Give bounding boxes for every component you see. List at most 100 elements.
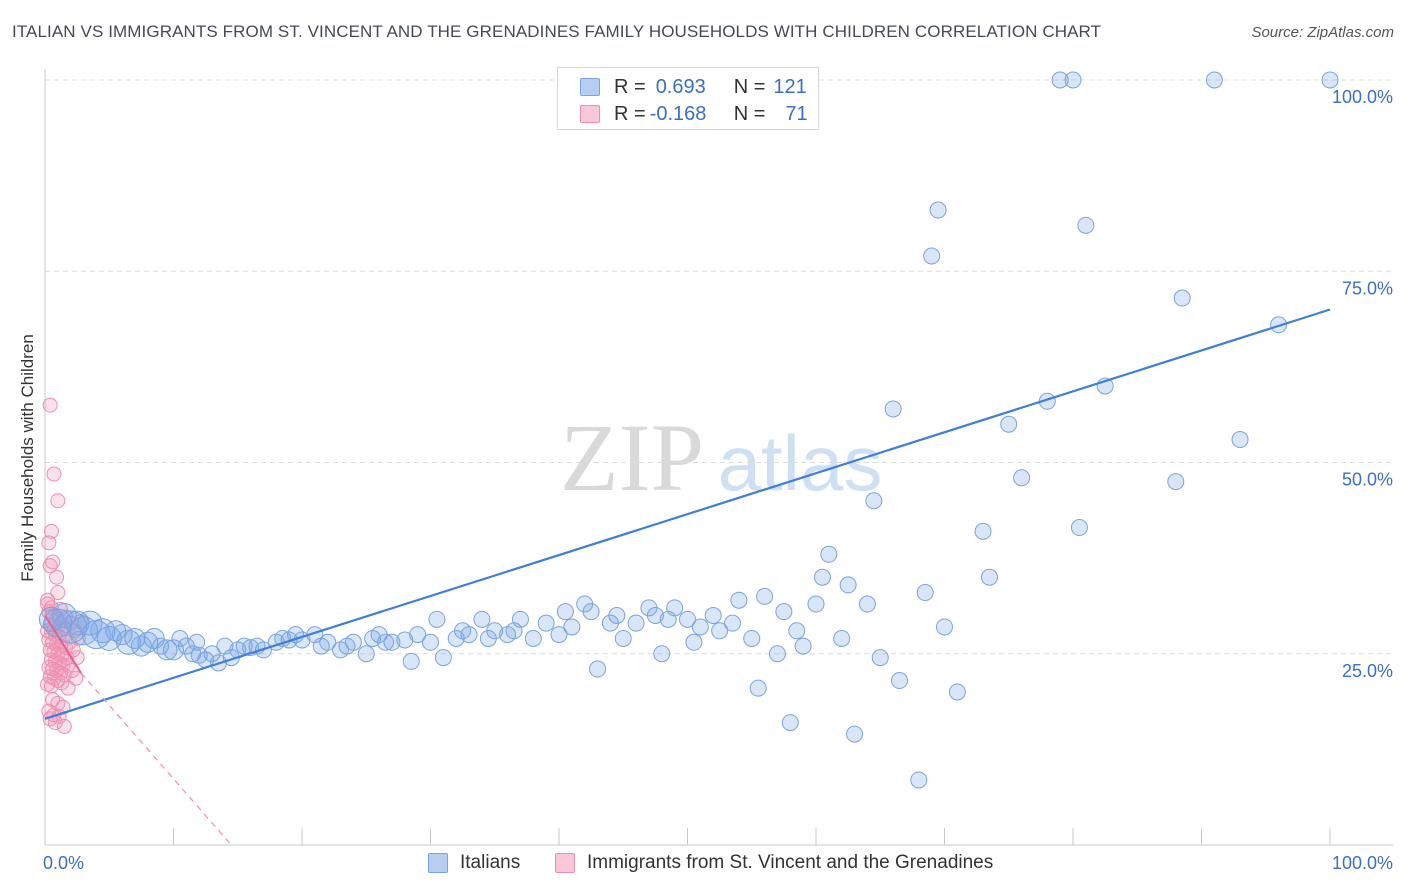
italians-point — [524, 629, 542, 647]
italians-point — [653, 645, 671, 663]
source-label: Source: ZipAtlas.com — [1251, 24, 1394, 41]
italians-point — [409, 626, 427, 644]
immigrants-trend-line — [44, 614, 82, 674]
italians-point — [537, 614, 555, 632]
italians-point — [691, 618, 709, 636]
italians-trend-line — [44, 308, 1331, 720]
y-tick-label: 100.0% — [1332, 87, 1393, 107]
legend-n-value: 71 — [785, 102, 808, 125]
italians-point — [344, 633, 362, 651]
italians-point — [1013, 469, 1031, 487]
italians-point — [749, 679, 767, 697]
italians-point — [357, 645, 375, 663]
italians-point — [130, 635, 152, 657]
legend-r-label: R = — [614, 75, 646, 98]
italians-point — [1000, 415, 1018, 433]
italians-point — [679, 610, 696, 628]
immigrants-point — [43, 523, 59, 539]
italians-point — [1167, 473, 1185, 491]
italians-point — [666, 599, 684, 617]
italians-point — [377, 633, 395, 651]
immigrants-point — [42, 397, 58, 413]
italians-point — [646, 607, 664, 624]
legend-n-label: N = — [733, 75, 766, 98]
italians-point — [402, 652, 420, 670]
immigrants-point — [49, 569, 65, 585]
immigrants-point — [56, 718, 72, 734]
legend-swatch-blue — [580, 78, 600, 96]
italians-point — [871, 649, 889, 667]
italians-point — [858, 595, 876, 613]
italians-point — [929, 201, 947, 219]
italians-point — [460, 626, 478, 644]
immigrants-point — [42, 558, 58, 574]
series-label-italians: Italians — [460, 852, 521, 873]
immigrants-point — [46, 466, 62, 482]
italians-point — [936, 618, 953, 636]
legend-swatch-pink — [580, 105, 600, 123]
italians-point — [383, 633, 401, 651]
italians-point — [781, 714, 799, 732]
italians-point — [910, 771, 928, 789]
italians-point — [923, 247, 941, 265]
series-legend: Italians Immigrants from St. Vincent and… — [0, 852, 1406, 878]
immigrants-point — [43, 678, 59, 694]
italians-point — [1205, 71, 1223, 89]
chart-title: ITALIAN VS IMMIGRANTS FROM ST. VINCENT A… — [12, 22, 1102, 41]
italians-point — [614, 629, 632, 647]
immigrants-point — [50, 585, 66, 601]
legend-r-label: R = — [614, 102, 646, 125]
italians-point — [473, 610, 491, 628]
italians-point — [865, 492, 883, 510]
y-tick-label: 75.0% — [1342, 278, 1393, 298]
italians-point — [891, 672, 909, 690]
immigrants-trend-extension — [80, 672, 232, 846]
italians-point — [556, 603, 574, 621]
italians-point — [884, 400, 902, 418]
italians-point — [1051, 71, 1069, 89]
italians-point — [319, 633, 337, 651]
italians-point — [156, 639, 178, 661]
x-tick-label: 100.0% — [1332, 853, 1393, 873]
immigrants-point — [41, 535, 57, 551]
italians-point — [589, 660, 607, 678]
italians-point — [1070, 519, 1088, 537]
italians-point — [846, 725, 864, 743]
italians-point — [422, 633, 439, 651]
italians-point — [203, 645, 221, 663]
immigrants-point — [68, 670, 84, 686]
immigrants-point — [45, 692, 61, 708]
legend-r-value: 0.693 — [655, 75, 706, 98]
italians-point — [807, 595, 825, 613]
italians-point — [188, 633, 206, 651]
italians-point — [90, 618, 116, 644]
italians-point — [916, 584, 934, 602]
italians-point — [756, 587, 774, 605]
italians-point — [833, 629, 851, 647]
watermark-zip: ZIP — [560, 404, 704, 511]
italians-point — [51, 603, 77, 628]
legend-row-immigrants: R = -0.168 N = 71 — [580, 102, 808, 126]
italians-point — [980, 568, 998, 586]
immigrants-point — [60, 680, 76, 696]
series-legend-italians: Italians — [428, 852, 520, 874]
italians-point — [730, 591, 748, 609]
italians-point — [839, 576, 857, 594]
italians-point — [820, 545, 838, 563]
axes — [44, 69, 1393, 846]
tick-labels: 25.0% 50.0% 75.0% 100.0% 0.0% 100.0% — [43, 87, 1393, 873]
italians-point — [608, 607, 626, 624]
series-swatch-blue — [428, 853, 448, 873]
italians-point — [813, 568, 831, 586]
y-tick-label: 25.0% — [1342, 661, 1393, 681]
pink-series-points — [40, 397, 89, 734]
italians-point — [1321, 71, 1339, 89]
italians-point — [743, 629, 761, 647]
italians-point — [428, 610, 446, 628]
y-axis-label: Family Households with Children — [18, 334, 37, 582]
series-label-immigrants: Immigrants from St. Vincent and the Gren… — [587, 852, 994, 873]
grid-lines — [45, 79, 1393, 655]
italians-point — [768, 645, 786, 663]
legend-n-label: N = — [733, 102, 766, 125]
